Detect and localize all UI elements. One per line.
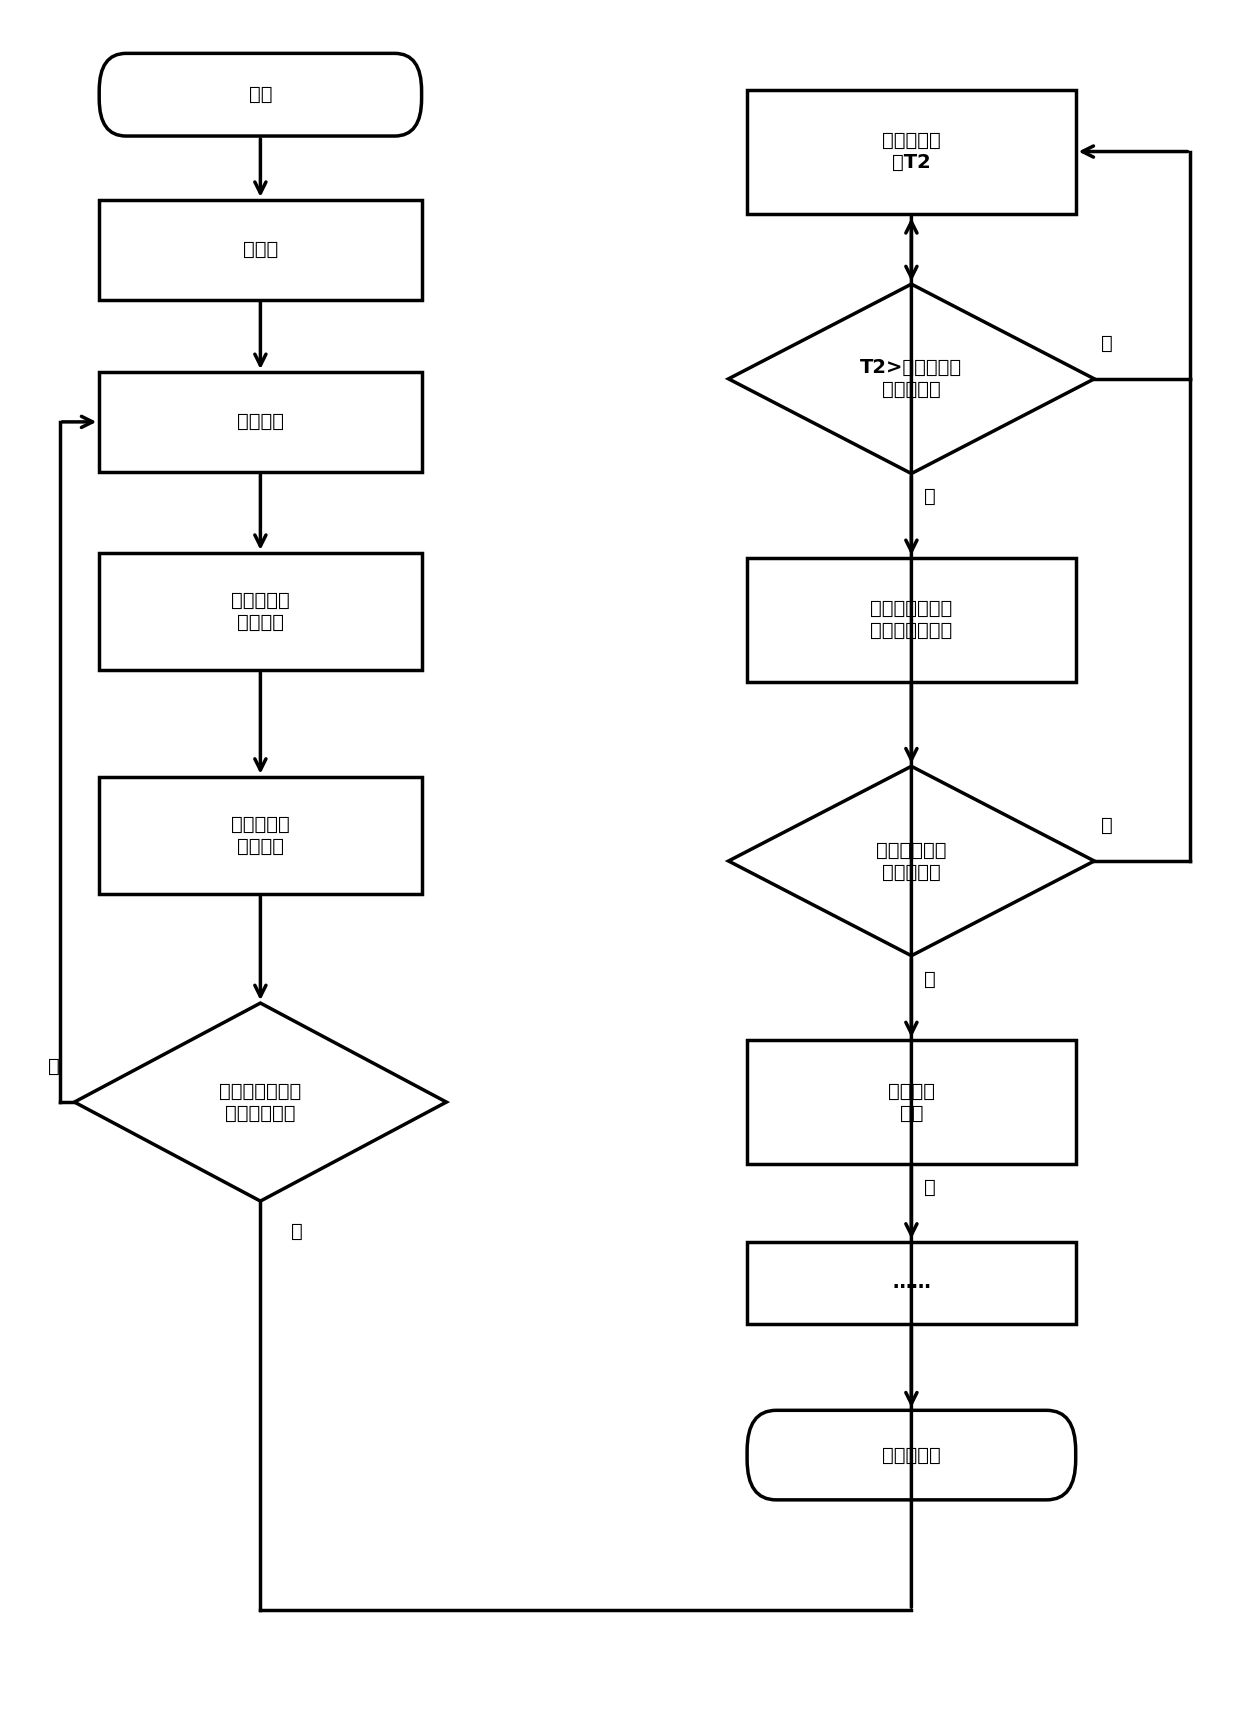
Text: 进入制冷
程序: 进入制冷 程序 [888, 1081, 935, 1123]
Bar [746, 1242, 1076, 1324]
Polygon shape [729, 766, 1094, 956]
FancyBboxPatch shape [99, 53, 422, 136]
Text: 电热管关闭，预
热完成指示灯亮: 电热管关闭，预 热完成指示灯亮 [870, 599, 952, 641]
Text: 否: 否 [48, 1057, 60, 1076]
Text: 开始: 开始 [249, 84, 272, 105]
Text: 返回主程序: 返回主程序 [882, 1445, 941, 1465]
Polygon shape [74, 1002, 446, 1202]
Text: 初始化: 初始化 [243, 239, 278, 260]
Text: 是: 是 [924, 1178, 936, 1197]
Text: 温度显示处
理子程序: 温度显示处 理子程序 [231, 591, 290, 632]
Bar [746, 1040, 1076, 1164]
Bar [99, 372, 422, 472]
Text: T2>设定的电机
运行温度？: T2>设定的电机 运行温度？ [861, 358, 962, 400]
Text: 是: 是 [924, 487, 936, 506]
Text: 是: 是 [291, 1223, 303, 1242]
Text: 数据采集: 数据采集 [237, 412, 284, 432]
Text: 否: 否 [1101, 334, 1112, 353]
Bar [746, 90, 1076, 214]
Text: 检测出水温
度T2: 检测出水温 度T2 [882, 131, 941, 172]
Polygon shape [729, 284, 1094, 474]
Text: 是: 是 [924, 969, 936, 988]
Bar [99, 777, 422, 894]
FancyBboxPatch shape [746, 1410, 1076, 1500]
Text: 检测制冷按键
是否按下？: 检测制冷按键 是否按下？ [877, 840, 946, 882]
Bar [99, 200, 422, 300]
Bar [99, 553, 422, 670]
Text: 否: 否 [1101, 816, 1112, 835]
Text: ……: …… [892, 1273, 931, 1293]
Text: 检测预热功能按
键是否按下？: 检测预热功能按 键是否按下？ [219, 1081, 301, 1123]
Bar [746, 558, 1076, 682]
Text: 流速显示处
理子程序: 流速显示处 理子程序 [231, 815, 290, 856]
